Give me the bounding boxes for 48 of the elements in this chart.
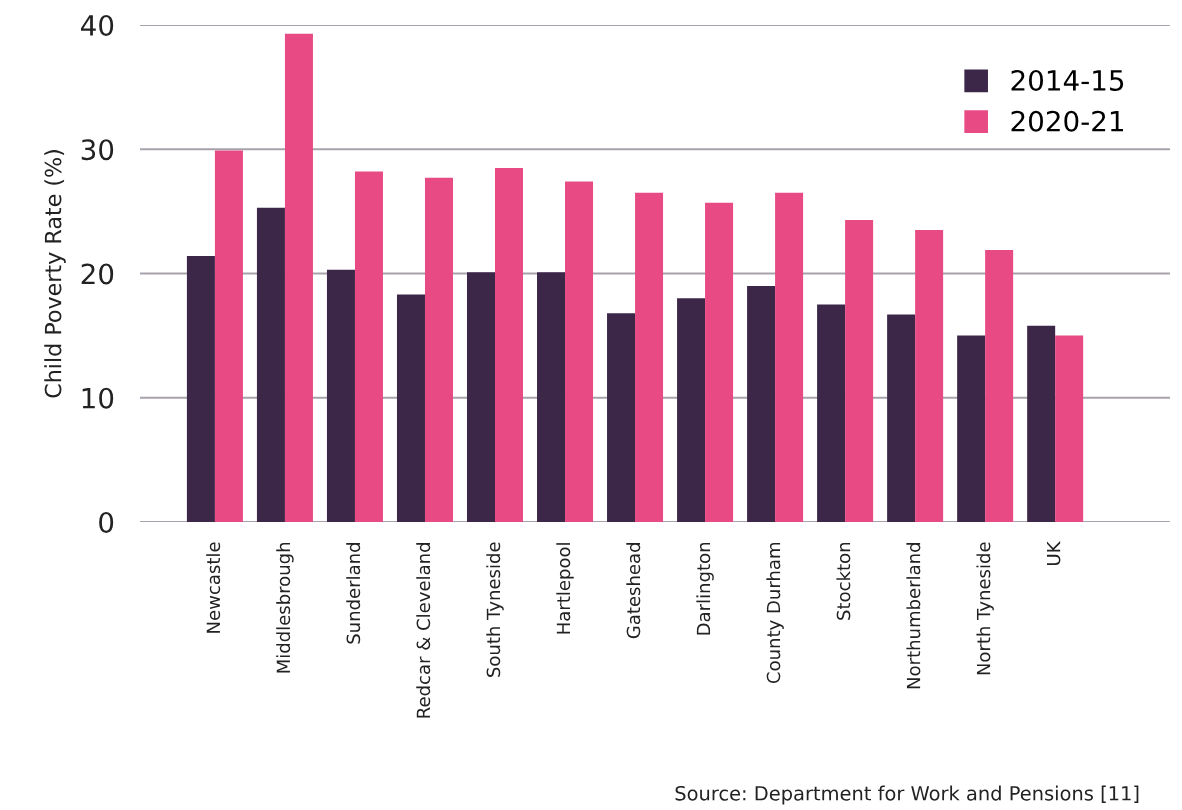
- bar: [256, 207, 285, 522]
- y-tick-label: 40: [81, 14, 114, 36]
- bar: [396, 294, 425, 522]
- bar: [186, 256, 215, 522]
- x-tick-label: Gateshead: [626, 543, 641, 639]
- bar: [985, 249, 1014, 522]
- bar: [214, 150, 243, 522]
- source-note: Source: Department for Work and Pensions [11]: [675, 785, 1139, 805]
- x-tick-label: Redcar & Cleveland: [416, 543, 431, 718]
- x-tick-label: UK: [1046, 541, 1061, 565]
- bar: [915, 230, 944, 522]
- x-tick-label: Middlesbrough: [276, 542, 294, 673]
- bar: [565, 181, 594, 522]
- bar: [326, 269, 355, 522]
- x-tick-label: Sunderland: [346, 543, 361, 644]
- bar: [705, 202, 734, 522]
- x-tick-label: Darlington: [696, 542, 714, 635]
- x-tick-label: County Durham: [766, 542, 784, 684]
- y-tick-label: 30: [81, 139, 114, 161]
- bar: [537, 272, 566, 522]
- x-tick-label: Newcastle: [206, 542, 221, 633]
- x-tick-label: Northumberland: [906, 543, 921, 689]
- bar: [284, 33, 313, 522]
- y-tick-label: 10: [82, 387, 114, 409]
- bar: [747, 285, 776, 522]
- legend-label: 2014-15: [1011, 69, 1124, 91]
- bar: [354, 171, 383, 522]
- bar: [677, 298, 706, 522]
- y-axis-title: Child Poverty Rate (%): [44, 150, 66, 398]
- y-tick-label: 0: [99, 511, 114, 533]
- bar: [467, 272, 495, 522]
- bar: [957, 335, 986, 522]
- bar: [607, 313, 636, 522]
- x-tick-label: North Tyneside: [976, 542, 994, 675]
- x-tick-label: Hartlepool: [556, 543, 574, 634]
- bar: [635, 192, 664, 522]
- legend-label: 2020-21: [1011, 110, 1123, 132]
- bar: [887, 314, 916, 522]
- x-tick-label: South Tyneside: [486, 542, 504, 677]
- bar: [775, 192, 804, 522]
- bar: [1027, 325, 1056, 522]
- x-tick-label: Stockton: [836, 542, 851, 620]
- bar: [817, 304, 846, 522]
- bar: [424, 177, 453, 522]
- bar: [1055, 335, 1084, 522]
- bar: [495, 167, 524, 522]
- y-tick-label: 20: [81, 263, 114, 285]
- bar: [845, 220, 874, 522]
